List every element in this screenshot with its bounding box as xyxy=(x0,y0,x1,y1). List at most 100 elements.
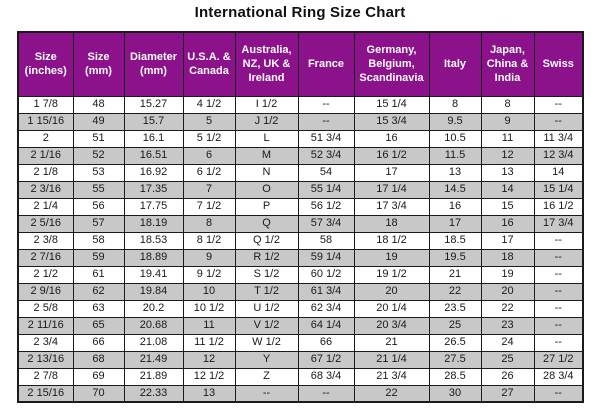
table-cell: 6 1/2 xyxy=(182,163,236,182)
table-cell: 16 xyxy=(428,197,482,216)
table-cell: 19 1/2 xyxy=(353,265,430,284)
table-cell: 21.08 xyxy=(123,333,184,352)
table-cell: 23 xyxy=(480,316,535,335)
table-cell: 15 1/4 xyxy=(533,180,584,199)
table-cell: 16 xyxy=(480,214,535,233)
table-cell: 25 xyxy=(480,350,535,369)
table-cell: 20 1/4 xyxy=(353,299,430,318)
table-cell: 60 1/2 xyxy=(297,265,355,284)
table-cell: 22 xyxy=(428,282,482,301)
table-cell: 5 1/2 xyxy=(182,129,236,148)
table-cell: 2 15/16 xyxy=(17,384,74,403)
table-cell: 17 1/4 xyxy=(353,180,430,199)
table-cell: Z xyxy=(234,367,299,386)
table-cell: 20 xyxy=(480,282,535,301)
table-cell: 2 9/16 xyxy=(17,282,74,301)
table-cell: 21 1/4 xyxy=(353,350,430,369)
table-cell: N xyxy=(234,163,299,182)
table-cell: 9 xyxy=(480,112,535,131)
table-cell: 18.19 xyxy=(123,214,184,233)
table-cell: 66 xyxy=(72,333,125,352)
table-cell: 53 xyxy=(72,163,125,182)
table-cell: 17.35 xyxy=(123,180,184,199)
table-row: 2 5/16 57 18.19 8 Q 57 3/4 18 17 16 17 3/4 xyxy=(17,214,584,233)
table-row: 2 15/16 70 22.33 13 -- -- 22 30 27 -- xyxy=(17,384,584,403)
table-cell: 59 xyxy=(72,248,125,267)
table-cell: 2 xyxy=(17,129,74,148)
table-cell: 55 1/4 xyxy=(297,180,355,199)
table-cell: 13 xyxy=(480,163,535,182)
table-cell: 18.53 xyxy=(123,231,184,250)
table-cell: 49 xyxy=(72,112,125,131)
table-cell: 13 xyxy=(182,384,236,403)
table-cell: 18 xyxy=(480,248,535,267)
table-cell: 4 1/2 xyxy=(182,95,236,114)
table-cell: 64 1/4 xyxy=(297,316,355,335)
table-cell: 65 xyxy=(72,316,125,335)
table-cell: 23.5 xyxy=(428,299,482,318)
table-cell: 12 xyxy=(182,350,236,369)
table-cell: 2 1/4 xyxy=(17,197,74,216)
table-cell: 20.68 xyxy=(123,316,184,335)
table-cell: 20 xyxy=(353,282,430,301)
table-row: 2 7/16 59 18.89 9 R 1/2 59 1/4 19 19.5 18 -- xyxy=(17,248,584,267)
table-cell: 8 xyxy=(480,95,535,114)
column-header-8: Italy xyxy=(428,31,482,97)
table-cell: J 1/2 xyxy=(234,112,299,131)
table-cell: 58 xyxy=(297,231,355,250)
table-cell: 70 xyxy=(72,384,125,403)
table-cell: 27 1/2 xyxy=(533,350,584,369)
table-cell: 16.92 xyxy=(123,163,184,182)
table-cell: U 1/2 xyxy=(234,299,299,318)
table-row: 2 1/8 53 16.92 6 1/2 N 54 17 13 13 14 xyxy=(17,163,584,182)
table-cell: -- xyxy=(297,384,355,403)
table-cell: 17.75 xyxy=(123,197,184,216)
table-cell: -- xyxy=(533,265,584,284)
table-cell: 13 xyxy=(428,163,482,182)
table-cell: I 1/2 xyxy=(234,95,299,114)
column-header-7: Germany, Belgium, Scandinavia xyxy=(353,31,430,97)
table-cell: 2 11/16 xyxy=(17,316,74,335)
table-cell: 21 xyxy=(353,333,430,352)
table-cell: 14 xyxy=(533,163,584,182)
table-cell: 1 15/16 xyxy=(17,112,74,131)
table-cell: 21 3/4 xyxy=(353,367,430,386)
table-cell: 2 1/16 xyxy=(17,146,74,165)
table-cell: Y xyxy=(234,350,299,369)
table-cell: 20 3/4 xyxy=(353,316,430,335)
table-cell: -- xyxy=(297,95,355,114)
table-cell: 19.41 xyxy=(123,265,184,284)
table-cell: 10 1/2 xyxy=(182,299,236,318)
table-row: 1 15/16 49 15.7 5 J 1/2 -- 15 3/4 9.5 9 -- xyxy=(17,112,584,131)
table-cell: 8 xyxy=(182,214,236,233)
table-cell: -- xyxy=(533,112,584,131)
table-cell: 17 xyxy=(353,163,430,182)
header-row: Size (inches) Size (mm) Diameter (mm) U.S.A… xyxy=(17,31,584,97)
table-cell: 9.5 xyxy=(428,112,482,131)
table-cell: -- xyxy=(533,384,584,403)
table-cell: 54 xyxy=(297,163,355,182)
table-cell: 12 xyxy=(480,146,535,165)
table-cell: 69 xyxy=(72,367,125,386)
table-cell: 6 xyxy=(182,146,236,165)
table-cell: 18.5 xyxy=(428,231,482,250)
table-cell: 21.89 xyxy=(123,367,184,386)
table-cell: 20.2 xyxy=(123,299,184,318)
table-cell: 17 xyxy=(428,214,482,233)
table-cell: S 1/2 xyxy=(234,265,299,284)
table-cell: 22.33 xyxy=(123,384,184,403)
table-row: 2 1/4 56 17.75 7 1/2 P 56 1/2 17 3/4 16 15 16 1/2 xyxy=(17,197,584,216)
table-cell: 26 xyxy=(480,367,535,386)
table-cell: 16.51 xyxy=(123,146,184,165)
table-row: 2 3/4 66 21.08 11 1/2 W 1/2 66 21 26.5 24 -- xyxy=(17,333,584,352)
table-cell: 9 1/2 xyxy=(182,265,236,284)
table-cell: 28 3/4 xyxy=(533,367,584,386)
table-cell: 1 7/8 xyxy=(17,95,74,114)
column-header-9: Japan, China & India xyxy=(480,31,535,97)
table-cell: -- xyxy=(533,299,584,318)
table-cell: 19 xyxy=(480,265,535,284)
table-cell: 8 xyxy=(428,95,482,114)
table-cell: 14.5 xyxy=(428,180,482,199)
table-cell: 2 3/8 xyxy=(17,231,74,250)
table-cell: 17 3/4 xyxy=(353,197,430,216)
